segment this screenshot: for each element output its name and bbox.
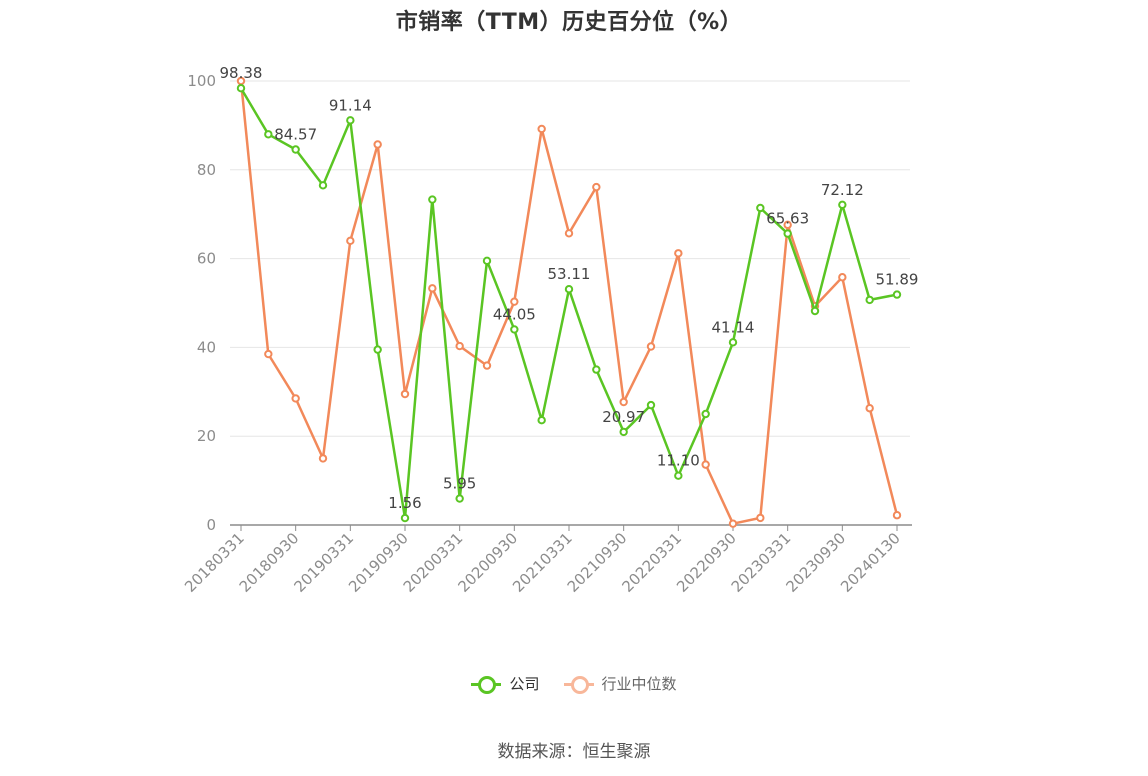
data-point-industry — [510, 297, 519, 306]
data-labels: 98.38 84.57 91.14 1.56 5.95 44.05 53.11 20.97 11… — [220, 64, 919, 512]
data-point-industry — [264, 349, 273, 359]
legend-industry-label: 行业中位数 — [601, 675, 677, 693]
data-point-company — [455, 494, 464, 503]
data-point-company — [646, 400, 656, 410]
data-point-industry — [346, 236, 355, 246]
data-point-company — [592, 365, 601, 374]
data-label: 51.89 — [876, 271, 919, 289]
data-point-company — [838, 200, 847, 209]
data-point-industry — [400, 389, 410, 399]
data-point-industry — [783, 220, 792, 230]
data-point-industry — [701, 460, 710, 469]
data-point-industry — [482, 361, 492, 370]
data-point-industry — [619, 397, 628, 407]
data-label: 72.12 — [821, 181, 864, 199]
data-point-company — [264, 130, 273, 139]
x-tick-label: 20240130 — [837, 529, 904, 596]
data-point-industry — [291, 394, 300, 403]
legend-company-swatch-icon — [471, 675, 502, 694]
data-point-industry — [865, 404, 874, 413]
y-tick-label: 80 — [197, 161, 216, 179]
data-point-company — [728, 338, 738, 347]
data-point-company — [674, 471, 683, 480]
data-point-company — [892, 290, 902, 299]
data-point-industry — [428, 284, 437, 293]
legend-item-industry[interactable]: 行业中位数 — [563, 673, 677, 694]
data-label: 53.11 — [548, 265, 591, 283]
data-point-company — [346, 116, 355, 125]
data-label: 91.14 — [329, 96, 372, 114]
data-point-industry — [318, 454, 328, 463]
data-point-company — [537, 416, 546, 425]
data-label: 98.38 — [220, 64, 263, 82]
chart-title: 市销率（TTM）历史百分位（%） — [395, 10, 743, 35]
data-label: 41.14 — [712, 318, 755, 336]
data-point-industry — [646, 342, 656, 351]
data-point-company — [783, 229, 792, 238]
data-point-industry — [728, 519, 738, 528]
data-point-company — [236, 83, 246, 93]
series — [236, 76, 902, 528]
y-tick-label: 0 — [206, 516, 216, 534]
data-point-company — [756, 203, 765, 213]
data-point-industry — [564, 229, 574, 238]
data-point-industry — [674, 249, 683, 258]
data-point-industry — [373, 140, 382, 149]
data-label: 11.10 — [657, 452, 700, 470]
source-note: 数据来源：恒生聚源 — [497, 742, 651, 762]
legend-company-label: 公司 — [509, 675, 540, 693]
legend-industry-swatch-icon — [563, 675, 594, 694]
data-point-company — [373, 345, 382, 354]
data-point-industry — [592, 182, 601, 192]
data-point-company — [810, 306, 820, 316]
y-tick-label: 40 — [197, 338, 216, 356]
data-point-company — [400, 513, 410, 523]
data-point-industry — [838, 273, 847, 282]
y-tick-label: 100 — [187, 72, 216, 90]
data-label: 65.63 — [766, 210, 809, 228]
legend-item-company[interactable]: 公司 — [471, 673, 540, 694]
data-point-company — [510, 325, 519, 334]
data-point-company — [701, 409, 710, 419]
data-point-industry — [455, 341, 464, 351]
data-point-industry — [756, 513, 765, 523]
data-point-company — [428, 195, 437, 204]
data-label: 84.57 — [274, 126, 317, 144]
data-label: 1.56 — [388, 494, 421, 512]
y-tick-label: 20 — [197, 427, 216, 445]
data-label: 20.97 — [602, 408, 645, 426]
data-point-company — [564, 284, 574, 294]
data-label: 44.05 — [493, 305, 536, 323]
data-point-company — [619, 427, 628, 437]
data-point-company — [318, 181, 328, 190]
series-line-company — [239, 87, 898, 520]
data-point-company — [865, 295, 874, 305]
data-label: 5.95 — [443, 475, 476, 493]
data-point-industry — [892, 511, 902, 520]
data-point-company — [291, 145, 300, 154]
legend: 公司 行业中位数 — [0, 673, 1148, 694]
data-point-industry — [537, 124, 546, 134]
y-tick-label: 60 — [197, 250, 216, 268]
data-point-company — [482, 256, 492, 266]
